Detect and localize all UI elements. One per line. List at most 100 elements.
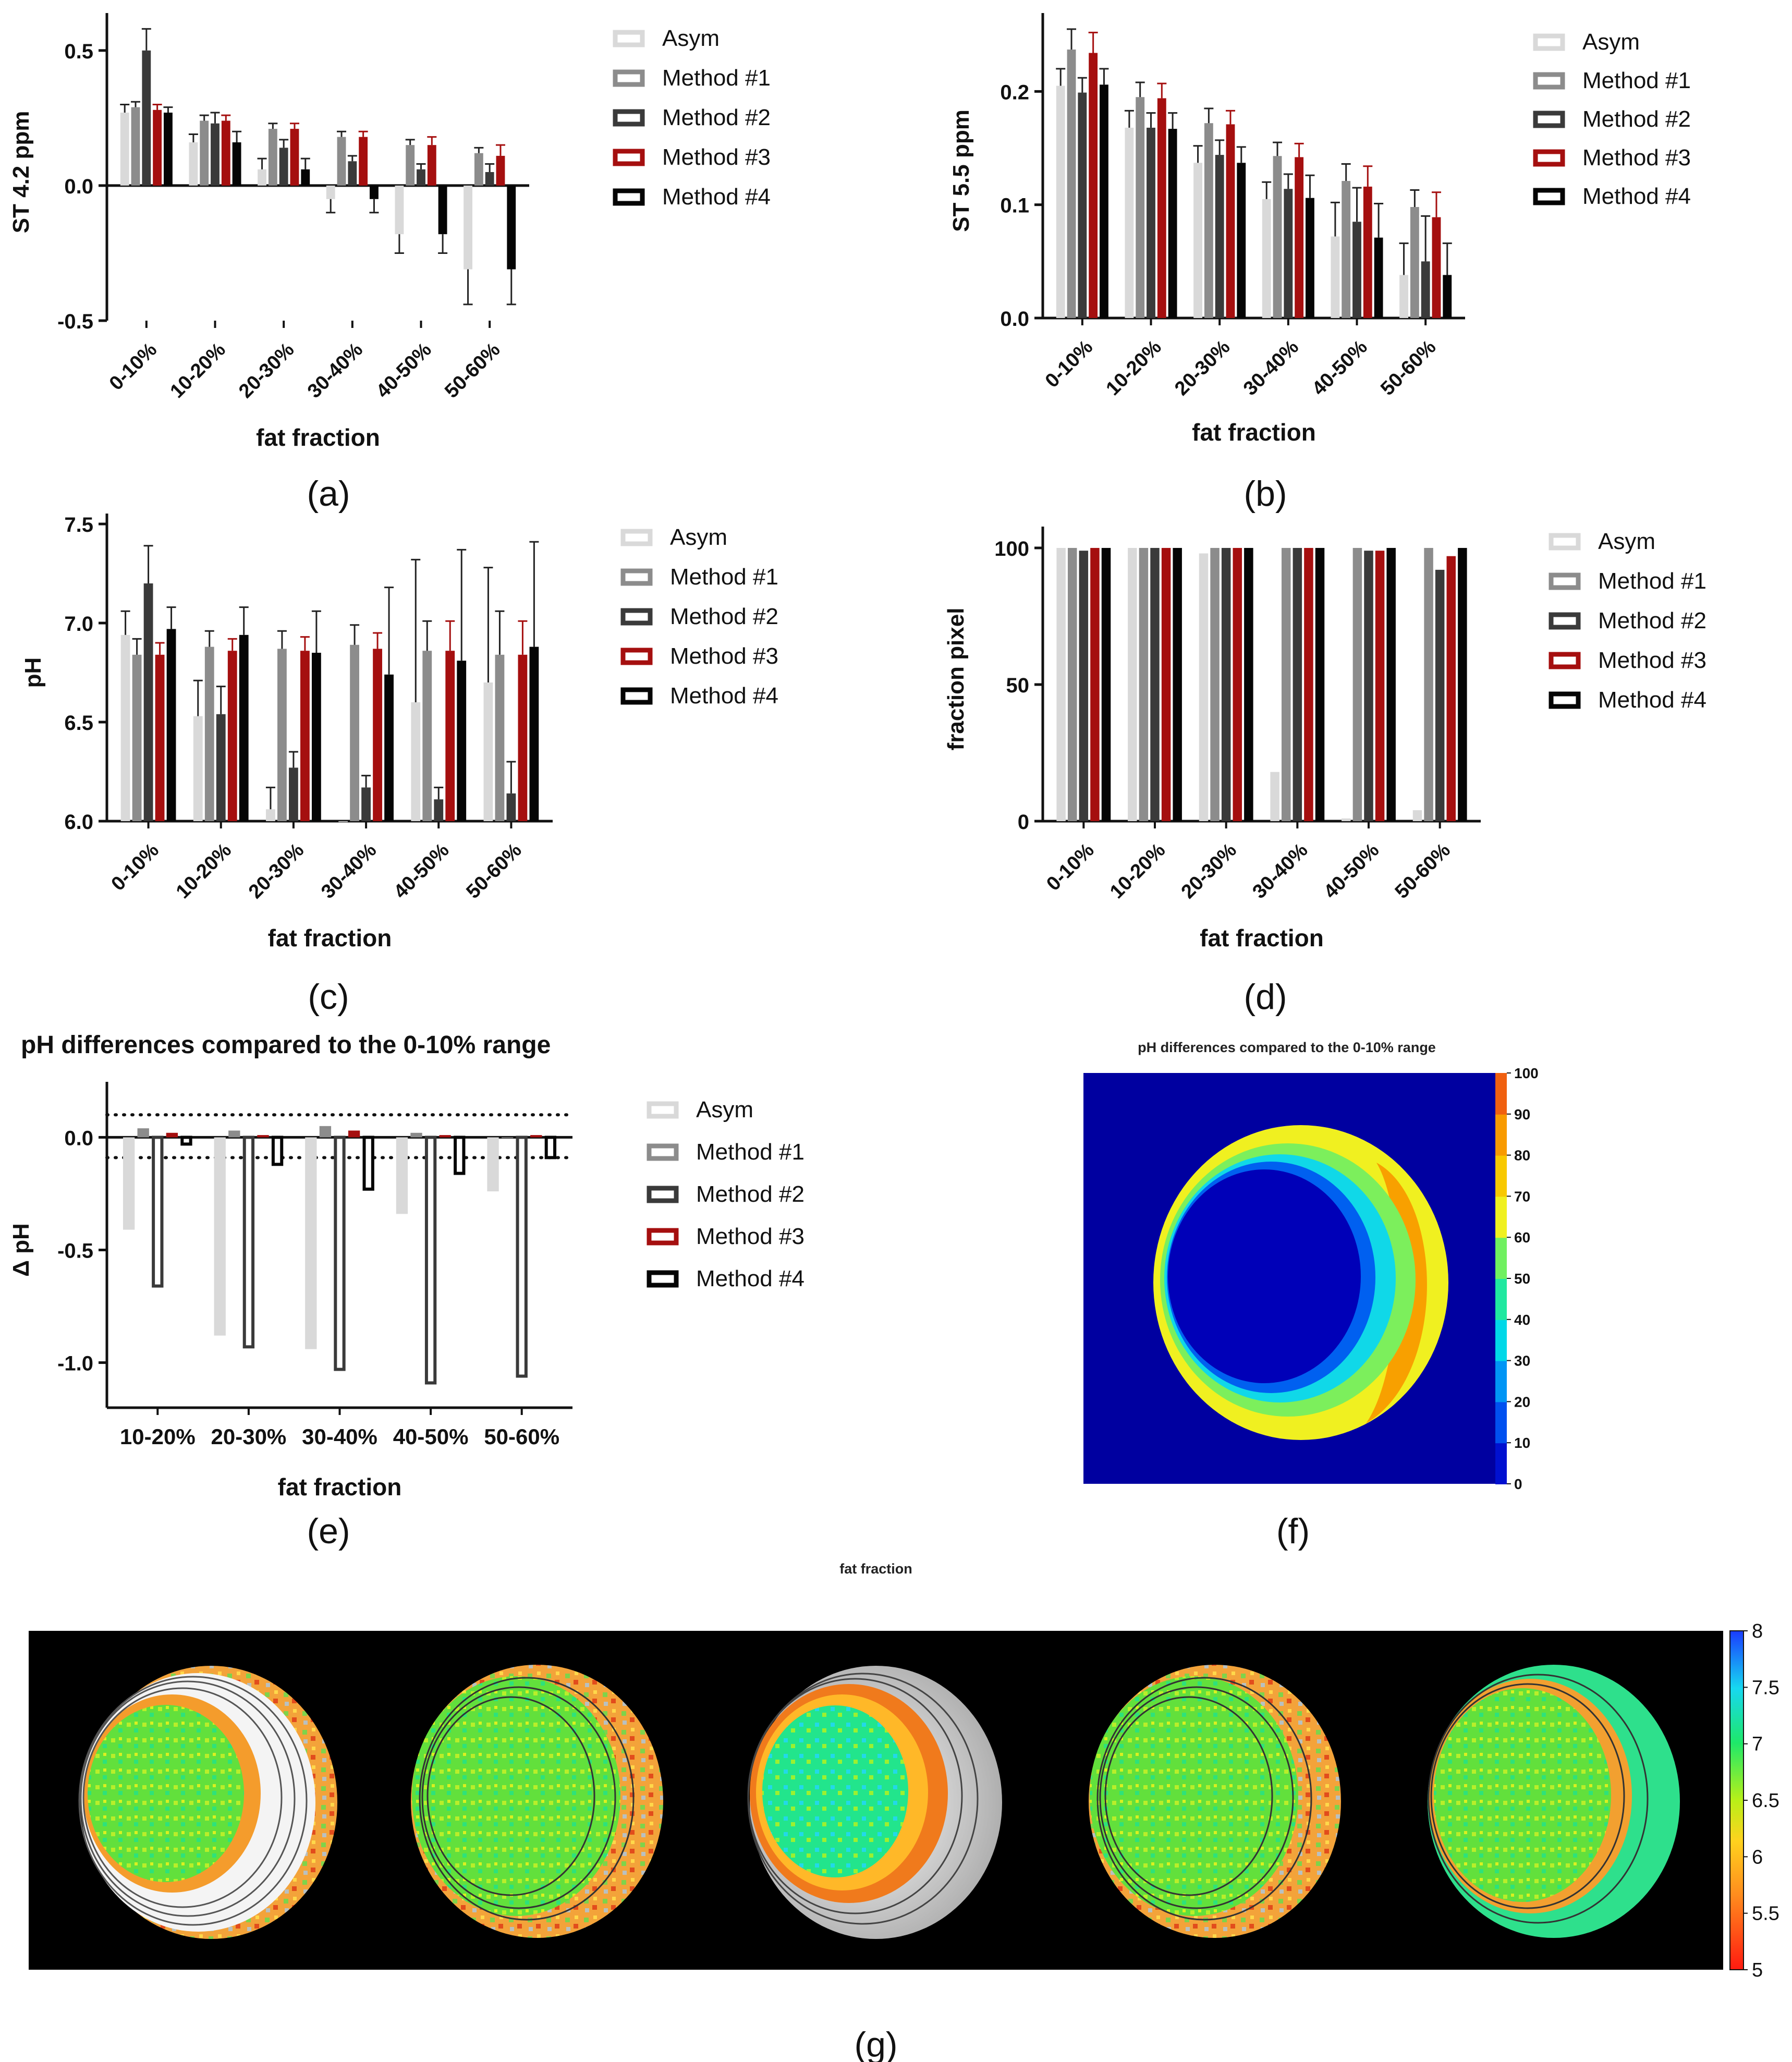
chart-c-y-label: pH xyxy=(20,657,46,688)
legend-swatch-e-asym xyxy=(647,1101,679,1119)
chart-c-category-label: 0-10% xyxy=(107,839,163,895)
legend-label-a-method-4: Method #4 xyxy=(662,184,771,210)
legend-swatch-b-asym xyxy=(1533,33,1565,51)
chart-a-category-label: 30-40% xyxy=(303,339,367,402)
bar-d-method-4-0-10 xyxy=(1101,547,1111,821)
bar-c-method-4-40-50 xyxy=(457,661,467,821)
ph-colorbar-tick-label: 6.5 xyxy=(1752,1790,1779,1812)
fat-colorbar-tick-label: 60 xyxy=(1514,1229,1530,1246)
panel-label-f: (f) xyxy=(1276,1511,1310,1551)
bar-c-method-3-10-20 xyxy=(227,651,237,821)
bar-e-asym-10-20 xyxy=(123,1137,135,1230)
bar-a-method-2-50-60 xyxy=(485,172,494,186)
bar-a-method-4-10-20 xyxy=(232,142,241,186)
bar-e-method-2-30-40 xyxy=(334,1136,346,1371)
legend-swatch-d-asym xyxy=(1549,533,1581,551)
ph-colorbar-tick-label: 7 xyxy=(1752,1734,1763,1755)
bar-c-asym-0-10 xyxy=(120,635,130,821)
fat-colorbar-segment xyxy=(1495,1443,1507,1484)
chart-e-delta-ph: pH differences compared to the 0-10% ran… xyxy=(8,1031,804,1500)
fat-colorbar-tick-label: 20 xyxy=(1514,1394,1530,1410)
bar-b-method-4-0-10 xyxy=(1100,84,1108,318)
bar-b-method-2-50-60 xyxy=(1421,261,1430,318)
fat-fraction-colorbar: 0 10 20 30 40 50 60 70 80 90 100 xyxy=(1495,1065,1539,1492)
bar-a-asym-0-10 xyxy=(120,113,129,186)
ph-map-title: fat fraction xyxy=(839,1561,912,1577)
legend-swatch-c-method-2 xyxy=(620,608,653,626)
bar-a-method-1-40-50 xyxy=(406,145,415,186)
bar-b-method-3-40-50 xyxy=(1363,186,1372,318)
fat-colorbar-segment xyxy=(1495,1114,1507,1156)
chart-d-category-label: 20-30% xyxy=(1177,839,1241,903)
legend-swatch-a-method-1 xyxy=(613,69,645,87)
bar-e-method-1-30-40 xyxy=(319,1126,332,1138)
legend-swatch-d-method-4 xyxy=(1549,691,1581,709)
legend-label-b-method-4: Method #4 xyxy=(1582,184,1691,209)
legend-swatch-d-method-1 xyxy=(1549,572,1581,590)
chart-e-category-label: 30-40% xyxy=(302,1424,377,1449)
bar-c-method-2-20-30 xyxy=(289,767,298,821)
chart-d-category-label: 0-10% xyxy=(1042,839,1098,895)
bar-c-method-2-0-10 xyxy=(143,583,153,821)
bar-e-method-3-10-20 xyxy=(166,1132,178,1138)
legend-label-d-method-1: Method #1 xyxy=(1598,568,1706,594)
bar-d-method-4-50-60 xyxy=(1458,547,1467,821)
bar-b-method-2-10-20 xyxy=(1147,127,1155,318)
fat-colorbar-segment xyxy=(1495,1360,1507,1402)
legend-label-e-method-3: Method #3 xyxy=(696,1224,804,1249)
bar-d-method-3-10-20 xyxy=(1161,547,1171,821)
bar-d-method-1-20-30 xyxy=(1210,547,1220,821)
bar-e-method-3-30-40 xyxy=(348,1130,360,1138)
chart-c-category-label: 40-50% xyxy=(389,839,453,903)
legend-swatch-a-asym xyxy=(613,30,645,47)
chart-d-category-label: 30-40% xyxy=(1248,839,1312,903)
chart-b-category-label: 50-60% xyxy=(1376,336,1440,400)
bar-e-method-3-20-30 xyxy=(257,1135,269,1138)
ph-colorbar-tick-label: 5 xyxy=(1752,1959,1763,1981)
bar-c-method-3-40-50 xyxy=(445,651,455,821)
panel-label-a: (a) xyxy=(307,474,350,514)
fat-colorbar-tick-label: 30 xyxy=(1514,1353,1530,1369)
bar-a-asym-30-40 xyxy=(326,185,335,199)
bar-d-method-1-40-50 xyxy=(1352,547,1362,821)
chart-e-category-label: 40-50% xyxy=(393,1424,469,1449)
bar-b-method-1-30-40 xyxy=(1273,156,1282,318)
bar-c-method-4-30-40 xyxy=(384,674,394,821)
bar-c-method-2-30-40 xyxy=(361,787,371,821)
chart-d-x-label: fat fraction xyxy=(1200,924,1324,951)
bar-b-asym-10-20 xyxy=(1125,127,1134,318)
panel-label-d: (d) xyxy=(1244,977,1287,1017)
bar-a-asym-20-30 xyxy=(258,169,266,186)
bar-e-asym-40-50 xyxy=(396,1137,408,1214)
ph-colorbar: 8 7.5 7 6.5 6 5.5 5 xyxy=(1729,1620,1779,1981)
bar-b-asym-50-60 xyxy=(1399,275,1408,318)
bar-d-method-3-30-40 xyxy=(1304,547,1313,821)
bar-b-method-3-30-40 xyxy=(1295,157,1304,318)
bar-d-method-2-30-40 xyxy=(1293,547,1302,821)
bar-b-asym-30-40 xyxy=(1262,199,1271,318)
bar-d-method-1-10-20 xyxy=(1139,547,1149,821)
bar-d-asym-50-60 xyxy=(1412,810,1422,821)
legend-label-b-asym: Asym xyxy=(1582,29,1640,55)
chart-b-y-tick-label: 0.1 xyxy=(1000,194,1029,217)
fat-fraction-map: pH differences compared to the 0-10% ran… xyxy=(1083,1040,1539,1492)
legend-swatch-e-method-3 xyxy=(647,1228,679,1246)
bar-b-method-1-0-10 xyxy=(1067,49,1076,318)
bar-b-method-4-40-50 xyxy=(1374,237,1383,318)
fat-colorbar-tick-label: 50 xyxy=(1514,1271,1530,1287)
bar-e-method-1-20-30 xyxy=(228,1130,240,1138)
fat-colorbar-segment xyxy=(1495,1319,1507,1361)
chart-e-x-label: fat fraction xyxy=(278,1473,402,1500)
chart-a-category-label: 10-20% xyxy=(166,339,230,402)
legend-swatch-b-method-4 xyxy=(1533,188,1565,205)
bar-e-method-4-50-60 xyxy=(544,1136,557,1160)
bar-e-method-4-40-50 xyxy=(454,1136,466,1175)
bar-d-method-2-10-20 xyxy=(1150,547,1160,821)
chart-a-category-label: 50-60% xyxy=(441,339,504,402)
legend-label-a-method-3: Method #3 xyxy=(662,144,771,170)
bar-a-method-2-0-10 xyxy=(142,50,151,186)
ph-map-method2 xyxy=(747,1666,1002,1939)
bar-c-asym-50-60 xyxy=(483,682,493,821)
legend-label-a-method-2: Method #2 xyxy=(662,105,771,130)
bar-e-method-4-30-40 xyxy=(362,1136,374,1191)
